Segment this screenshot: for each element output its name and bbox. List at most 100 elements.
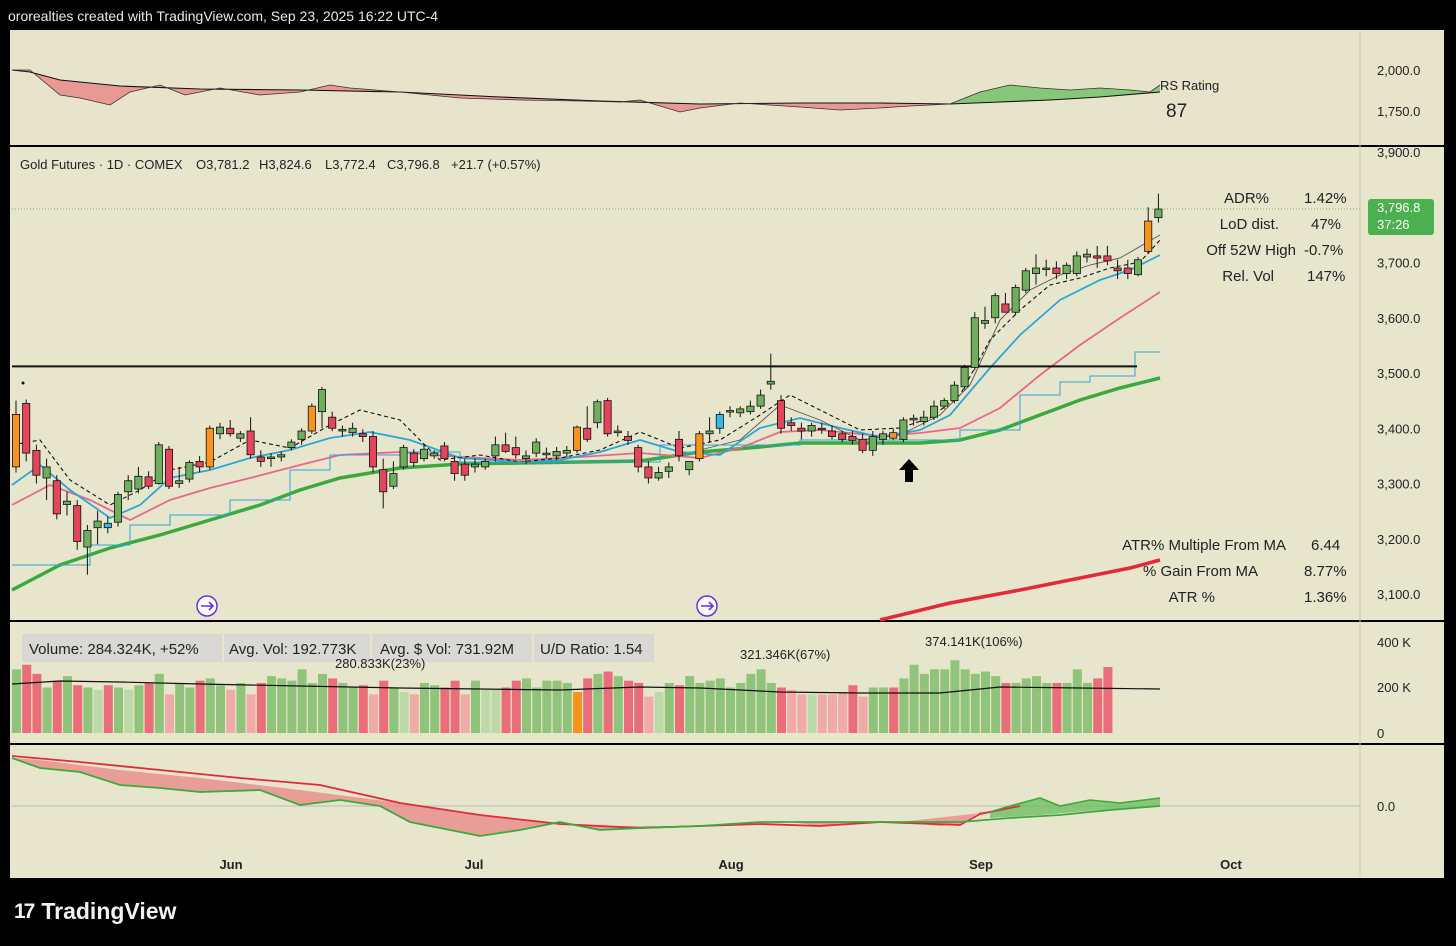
bar-countdown: 37:26 bbox=[1377, 217, 1410, 232]
candle-body bbox=[226, 427, 235, 435]
candle-body bbox=[583, 427, 592, 440]
candle-body bbox=[297, 430, 306, 440]
stat-label: Off 52W High bbox=[1206, 242, 1296, 259]
volume-bar bbox=[991, 676, 1001, 733]
candle-body bbox=[409, 452, 418, 463]
price-panel bbox=[10, 147, 1444, 620]
price-tick: 3,400.0 bbox=[1377, 421, 1420, 436]
candle-body bbox=[1032, 267, 1041, 274]
volume-bar bbox=[879, 687, 888, 733]
candle-body bbox=[154, 444, 163, 484]
volume-bar bbox=[389, 687, 399, 733]
rs-line-black bbox=[11, 69, 1161, 105]
volume-average-line bbox=[11, 680, 1161, 694]
rs-tick-1750: 1,750.0 bbox=[1377, 104, 1420, 119]
stat-label: ATR% Multiple From MA bbox=[1122, 537, 1286, 554]
price-tick: 3,200.0 bbox=[1377, 532, 1420, 547]
candle-body bbox=[134, 475, 143, 490]
candle-body bbox=[83, 530, 92, 548]
volume-bar bbox=[981, 671, 990, 733]
candle-body bbox=[42, 466, 51, 479]
candle-body bbox=[1072, 255, 1081, 274]
volume-bar bbox=[460, 694, 470, 733]
candle-body bbox=[828, 430, 837, 437]
ohlc-low: L3,772.4 bbox=[325, 157, 376, 172]
volume-stats: Volume: 284.324K, +52% Avg. Vol: 192.773… bbox=[22, 634, 654, 662]
event-marker-icon[interactable] bbox=[196, 595, 218, 617]
volume-bar bbox=[165, 694, 174, 733]
volume-bar bbox=[338, 682, 348, 733]
candle-body bbox=[185, 462, 194, 480]
stat-value: 6.44 bbox=[1311, 537, 1340, 554]
tradingview-logo[interactable]: 17 TradingView bbox=[14, 898, 176, 925]
last-price-value: 3,796.8 bbox=[1377, 200, 1420, 215]
candle-body bbox=[726, 410, 735, 413]
volume-bar bbox=[399, 692, 409, 733]
volume-bar bbox=[409, 694, 419, 733]
last-price-tag: 3,796.8 37:26 bbox=[1368, 199, 1434, 236]
candle-body bbox=[236, 433, 245, 439]
candle-body bbox=[746, 405, 755, 413]
arrow-up-icon bbox=[899, 459, 919, 482]
volume-bar bbox=[787, 689, 797, 733]
candle-body bbox=[1083, 253, 1092, 258]
price-tick: 3,500.0 bbox=[1377, 366, 1420, 381]
volume-bar bbox=[644, 696, 654, 733]
volume-bar bbox=[970, 673, 980, 733]
volume-bar bbox=[103, 685, 113, 733]
rs-area-green bbox=[950, 85, 1160, 104]
volume-bar bbox=[685, 676, 695, 733]
rs-panel bbox=[10, 30, 1444, 145]
volume-bar bbox=[236, 682, 246, 733]
volume-stat: Avg. Vol: 192.773K bbox=[229, 641, 356, 658]
candle-body bbox=[593, 401, 602, 424]
volume-bar bbox=[736, 682, 746, 733]
candle-body bbox=[930, 405, 939, 418]
volume-bar bbox=[603, 671, 613, 733]
candle-body bbox=[675, 438, 684, 457]
price-tick: 3,700.0 bbox=[1377, 256, 1420, 271]
volume-bar bbox=[246, 694, 256, 733]
candle-body bbox=[103, 522, 112, 529]
candle-body bbox=[624, 436, 633, 441]
candle-body bbox=[552, 451, 561, 457]
volume-stat: Volume: 284.324K, +52% bbox=[29, 641, 199, 658]
volume-bar bbox=[1011, 682, 1021, 733]
volume-bar bbox=[277, 678, 287, 733]
volume-bar bbox=[22, 664, 32, 733]
volume-annotation: 374.141K(106%) bbox=[925, 634, 1023, 649]
candle-body bbox=[715, 414, 724, 429]
oscillator-panel bbox=[10, 745, 1444, 850]
volume-bar bbox=[573, 692, 582, 733]
volume-bar bbox=[766, 682, 776, 733]
candle-body bbox=[1144, 220, 1153, 252]
volume-bar bbox=[369, 694, 378, 733]
volume-bar bbox=[726, 687, 735, 733]
volume-bar bbox=[522, 678, 531, 733]
rs-rating-value: 87 bbox=[1166, 101, 1187, 122]
rs-rating-label: RS Rating bbox=[1160, 78, 1219, 93]
volume-annotations: 280.833K(23%) 321.346K(67%) 374.141K(106… bbox=[335, 634, 1023, 671]
candle-body bbox=[368, 436, 377, 468]
candle-body bbox=[63, 500, 72, 505]
volume-bar bbox=[756, 669, 766, 733]
candle-body bbox=[195, 460, 204, 468]
stat-label: Rel. Vol bbox=[1222, 268, 1274, 285]
candle-body bbox=[838, 433, 847, 440]
volume-bar bbox=[185, 687, 195, 733]
candle-body bbox=[950, 384, 959, 402]
candle-body bbox=[562, 449, 571, 454]
volume-bar bbox=[705, 680, 715, 733]
volume-bar bbox=[42, 687, 52, 733]
event-marker-icon[interactable] bbox=[696, 595, 718, 617]
volume-bar bbox=[93, 689, 103, 733]
candle-body bbox=[613, 430, 622, 434]
candle-body bbox=[358, 433, 367, 437]
candle-body bbox=[1154, 208, 1163, 219]
time-axis: Jun Jul Aug Sep Oct bbox=[219, 857, 1242, 872]
volume-bar bbox=[940, 669, 950, 733]
stats-top: ADR% 1.42% LoD dist. 47% Off 52W High -0… bbox=[1206, 190, 1346, 285]
volume-bar bbox=[634, 682, 644, 733]
candle-body bbox=[399, 447, 408, 468]
